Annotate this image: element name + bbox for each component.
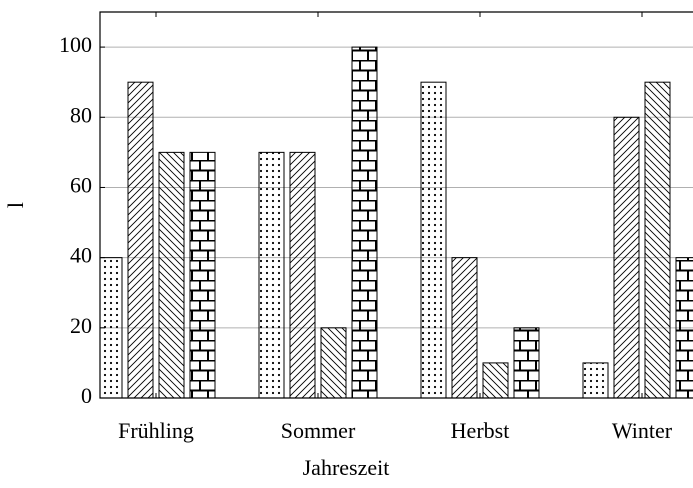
bar bbox=[451, 257, 478, 399]
bar bbox=[482, 362, 509, 399]
bar bbox=[189, 151, 216, 399]
y-tick-label: 20 bbox=[70, 313, 92, 338]
bar bbox=[613, 116, 640, 399]
y-tick-label: 40 bbox=[70, 243, 92, 268]
bar bbox=[420, 81, 447, 399]
y-tick-label: 60 bbox=[70, 173, 92, 198]
x-axis-label: Jahreszeit bbox=[303, 455, 390, 480]
x-tick-label: Sommer bbox=[281, 418, 356, 443]
bar bbox=[644, 81, 671, 399]
bar bbox=[675, 257, 693, 399]
bar bbox=[258, 151, 285, 399]
axis-frame bbox=[99, 11, 693, 399]
x-tick-label: Herbst bbox=[451, 418, 510, 443]
plot-area bbox=[100, 46, 693, 399]
bar bbox=[320, 327, 347, 399]
bar bbox=[582, 362, 609, 399]
bar bbox=[289, 151, 316, 399]
y-axis-label: l bbox=[3, 202, 28, 208]
bar bbox=[158, 151, 185, 399]
y-tick-label: 80 bbox=[70, 102, 92, 127]
y-tick-label: 100 bbox=[59, 32, 92, 57]
y-tick-label: 0 bbox=[81, 383, 92, 408]
bar bbox=[127, 81, 154, 399]
x-tick-label: Frühling bbox=[118, 418, 194, 443]
bar bbox=[351, 46, 378, 399]
x-tick-label: Winter bbox=[612, 418, 673, 443]
bar bbox=[513, 327, 540, 399]
